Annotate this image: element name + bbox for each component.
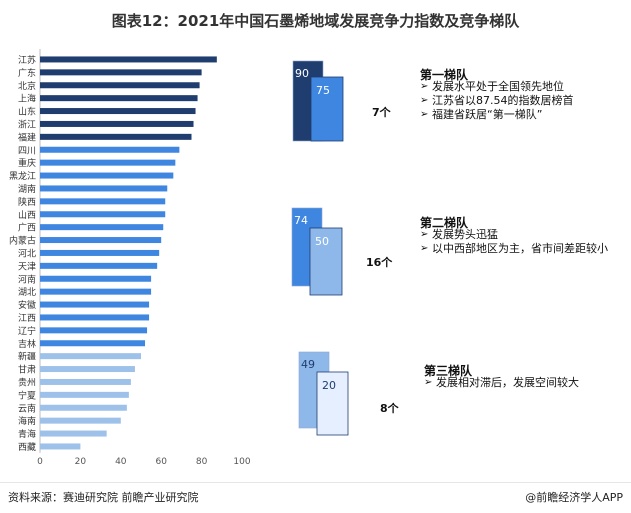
y-tick-label: 上海 xyxy=(18,93,36,105)
bar xyxy=(40,108,196,115)
y-tick-label: 湖北 xyxy=(18,287,36,298)
y-tick-label: 内蒙古 xyxy=(9,235,36,247)
y-tick-label: 浙江 xyxy=(18,118,36,130)
ranking-chart: 江苏广东北京上海山东浙江福建四川重庆黑龙江湖南陕西山西广西内蒙古河北天津河南湖北… xyxy=(9,49,349,467)
bar xyxy=(40,211,166,218)
bar xyxy=(40,417,121,424)
bar xyxy=(40,224,164,231)
tier-block-front xyxy=(310,76,344,142)
bar xyxy=(40,172,174,179)
tier1-heading: 第一梯队 xyxy=(420,68,469,82)
tier3-points: 发展相对滞后，发展空间较大 xyxy=(424,376,624,390)
x-tick-label: 80 xyxy=(196,457,208,467)
bar xyxy=(40,133,192,140)
tier2-point: 发展势头迅猛 xyxy=(420,228,625,242)
x-tick-label: 60 xyxy=(155,457,167,467)
bar xyxy=(40,69,202,76)
chart-title: 图表12：2021年中国石墨烯地域发展竞争力指数及竞争梯队 xyxy=(111,12,520,30)
bar xyxy=(40,159,176,166)
y-tick-label: 江苏 xyxy=(18,54,36,66)
bar xyxy=(40,430,107,437)
tier-lower-value: 20 xyxy=(322,379,336,392)
x-tick-label: 40 xyxy=(115,457,127,467)
y-tick-label: 宁夏 xyxy=(18,389,36,401)
y-tick-label: 吉林 xyxy=(18,338,36,350)
y-tick-label: 北京 xyxy=(18,80,36,92)
tier-upper-value: 74 xyxy=(294,214,308,227)
tier3-point: 发展相对滞后，发展空间较大 xyxy=(424,376,624,390)
y-tick-label: 河北 xyxy=(18,247,36,259)
tier-upper-value: 49 xyxy=(301,358,315,371)
y-tick-label: 云南 xyxy=(18,402,36,414)
y-tick-label: 重庆 xyxy=(18,157,36,169)
bar xyxy=(40,146,180,153)
y-tick-label: 福建 xyxy=(18,131,36,143)
bar xyxy=(40,185,168,192)
y-tick-label: 山西 xyxy=(18,210,36,221)
tier1-point: 福建省跃居“第一梯队” xyxy=(420,108,625,122)
tier-lower-value: 50 xyxy=(315,235,329,248)
bar xyxy=(40,56,217,63)
bar xyxy=(40,275,152,282)
y-tick-label: 山东 xyxy=(18,106,36,118)
y-tick-label: 安徽 xyxy=(18,299,36,311)
bar xyxy=(40,262,158,269)
y-tick-label: 西藏 xyxy=(18,441,36,453)
tier-block-front xyxy=(309,227,343,296)
x-tick-label: 0 xyxy=(37,457,43,467)
bar xyxy=(40,443,81,450)
x-tick-label: 100 xyxy=(233,457,250,467)
y-tick-label: 甘肃 xyxy=(18,364,36,376)
y-tick-label: 广东 xyxy=(18,67,36,79)
tier1-point: 江苏省以87.54的指数居榜首 xyxy=(420,94,625,108)
bar xyxy=(40,340,146,347)
y-tick-label: 河南 xyxy=(18,273,36,285)
y-tick-label: 陕西 xyxy=(18,196,36,208)
footer: 资料来源：赛迪研究院 前瞻产业研究院 @前瞻经济学人APP xyxy=(0,482,631,513)
y-tick-label: 湖南 xyxy=(18,183,36,195)
tier2-heading: 第二梯队 xyxy=(420,216,469,230)
tier1-points: 发展水平处于全国领先地位 江苏省以87.54的指数居榜首 福建省跃居“第一梯队” xyxy=(420,80,625,122)
tier-block-front xyxy=(316,371,349,436)
tier2-count: 16个 xyxy=(366,256,393,269)
tier2-points: 发展势头迅猛 以中西部地区为主，省市间差距较小 xyxy=(420,228,625,256)
tier1-point: 发展水平处于全国领先地位 xyxy=(420,80,625,94)
y-tick-label: 青海 xyxy=(18,428,36,440)
bar xyxy=(40,301,150,308)
bar xyxy=(40,82,200,89)
bar xyxy=(40,237,162,244)
bar xyxy=(40,198,166,205)
brand-credit: @前瞻经济学人APP xyxy=(525,491,623,504)
bar xyxy=(40,327,148,334)
y-tick-label: 黑龙江 xyxy=(9,170,36,182)
bar xyxy=(40,249,160,256)
bar xyxy=(40,404,127,411)
bar xyxy=(40,314,150,321)
bar xyxy=(40,378,131,385)
bar xyxy=(40,120,194,127)
y-tick-label: 天津 xyxy=(18,261,36,272)
bar xyxy=(40,366,135,373)
tier-lower-value: 75 xyxy=(316,84,330,97)
bar xyxy=(40,288,152,295)
source-note: 资料来源：赛迪研究院 前瞻产业研究院 xyxy=(8,491,199,504)
tier3-heading: 第三梯队 xyxy=(424,364,473,378)
y-tick-label: 贵州 xyxy=(18,376,36,388)
tier3-count: 8个 xyxy=(380,402,399,415)
bar xyxy=(40,391,129,398)
x-tick-label: 20 xyxy=(75,457,87,467)
y-tick-label: 海南 xyxy=(18,415,36,427)
tier1-count: 7个 xyxy=(372,106,391,119)
bar xyxy=(40,353,141,360)
y-tick-label: 广西 xyxy=(18,222,36,234)
tier2-point: 以中西部地区为主，省市间差距较小 xyxy=(420,242,625,256)
y-tick-label: 四川 xyxy=(18,146,36,156)
tier-upper-value: 90 xyxy=(295,67,309,80)
y-tick-label: 江西 xyxy=(18,313,36,324)
bar xyxy=(40,95,198,102)
y-tick-label: 辽宁 xyxy=(18,325,36,337)
y-tick-label: 新疆 xyxy=(18,351,36,363)
